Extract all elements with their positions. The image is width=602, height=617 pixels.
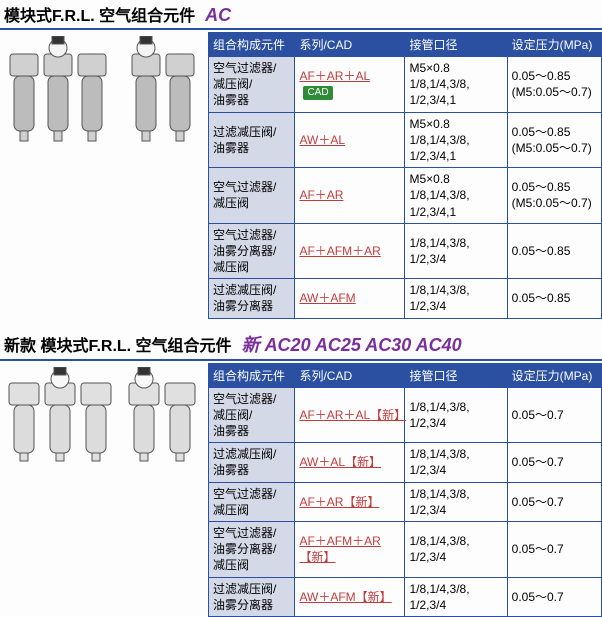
th-pressure: 设定压力(MPa)	[507, 33, 601, 57]
cell-port: 1/8,1/4,3/8, 1/2,3/4	[405, 521, 507, 577]
cell-pressure: 0.05～0.7	[507, 577, 601, 616]
product-image-col	[0, 32, 208, 319]
th-pressure: 设定压力(MPa)	[507, 363, 601, 387]
cell-series-link[interactable]: AF＋AFM＋AR【新】	[295, 521, 405, 577]
cell-pressure: 0.05～0.85 (M5:0.05～0.7)	[507, 112, 601, 168]
section-ac-new: 新款 模块式F.R.L. 空气组合元件 新 AC20 AC25 AC30 AC4…	[0, 329, 602, 617]
spec-table-wrap: 组合构成元件 系列/CAD 接管口径 设定压力(MPa) 空气过滤器/ 减压阀/…	[208, 32, 602, 319]
section-title-main: 模块式F.R.L. 空气组合元件	[4, 2, 195, 26]
cell-comp: 空气过滤器/ 减压阀	[209, 482, 295, 521]
cell-series-link[interactable]: AW＋AL【新】	[295, 443, 405, 482]
section-title-models: AC	[205, 5, 231, 26]
table-row: 空气过滤器/ 减压阀AF＋AR【新】1/8,1/4,3/8, 1/2,3/40.…	[209, 482, 602, 521]
cell-series-link[interactable]: AW＋AFM【新】	[295, 577, 405, 616]
table-row: 过滤减压阀/ 油雾器AW＋AL【新】1/8,1/4,3/8, 1/2,3/40.…	[209, 443, 602, 482]
frl-new-group-1-icon	[5, 367, 123, 487]
cell-series-link[interactable]: AF＋AR【新】	[295, 482, 405, 521]
cell-port: 1/8,1/4,3/8, 1/2,3/4	[405, 577, 507, 616]
cell-port: 1/8,1/4,3/8, 1/2,3/4	[405, 443, 507, 482]
product-image	[4, 367, 204, 487]
table-row: 空气过滤器/ 油雾分离器/ 减压阀AF＋AFM＋AR1/8,1/4,3/8, 1…	[209, 223, 602, 279]
frl-group-2-icon	[126, 36, 204, 171]
cell-port: 1/8,1/4,3/8, 1/2,3/4	[405, 223, 507, 279]
section-title-bar: 新款 模块式F.R.L. 空气组合元件 新 AC20 AC25 AC30 AC4…	[0, 329, 602, 361]
table-row: 空气过滤器/ 减压阀AF＋ARM5×0.8 1/8,1/4,3/8, 1/2,3…	[209, 168, 602, 224]
cell-series-link[interactable]: AF＋AR＋ALCAD	[295, 57, 405, 113]
cell-comp: 过滤减压阀/ 油雾分离器	[209, 577, 295, 616]
spec-table-ac: 组合构成元件 系列/CAD 接管口径 设定压力(MPa) 空气过滤器/ 减压阀/…	[208, 32, 602, 319]
table-header-row: 组合构成元件 系列/CAD 接管口径 设定压力(MPa)	[209, 363, 602, 387]
th-port: 接管口径	[405, 33, 507, 57]
cell-comp: 过滤减压阀/ 油雾器	[209, 443, 295, 482]
table-row: 空气过滤器/ 减压阀/ 油雾器AF＋AR＋AL【新】1/8,1/4,3/8, 1…	[209, 387, 602, 443]
cell-port: M5×0.8 1/8,1/4,3/8, 1/2,3/4,1	[405, 57, 507, 113]
section-ac: 模块式F.R.L. 空气组合元件 AC	[0, 0, 602, 319]
cell-pressure: 0.05～0.7	[507, 443, 601, 482]
table-row: 空气过滤器/ 减压阀/ 油雾器AF＋AR＋ALCADM5×0.8 1/8,1/4…	[209, 57, 602, 113]
cell-comp: 空气过滤器/ 减压阀	[209, 168, 295, 224]
cell-pressure: 0.05～0.85	[507, 223, 601, 279]
th-series: 系列/CAD	[295, 33, 405, 57]
cell-port: M5×0.8 1/8,1/4,3/8, 1/2,3/4,1	[405, 168, 507, 224]
cell-comp: 空气过滤器/ 油雾分离器/ 减压阀	[209, 223, 295, 279]
section-title-models: 新 AC20 AC25 AC30 AC40	[242, 331, 462, 357]
th-comp: 组合构成元件	[209, 33, 295, 57]
product-image	[4, 36, 204, 171]
section-body: 组合构成元件 系列/CAD 接管口径 设定压力(MPa) 空气过滤器/ 减压阀/…	[0, 30, 602, 319]
cell-series-link[interactable]: AF＋AR＋AL【新】	[295, 387, 405, 443]
table-header-row: 组合构成元件 系列/CAD 接管口径 设定压力(MPa)	[209, 33, 602, 57]
table-row: 过滤减压阀/ 油雾器AW＋ALM5×0.8 1/8,1/4,3/8, 1/2,3…	[209, 112, 602, 168]
th-comp: 组合构成元件	[209, 363, 295, 387]
table-row: 空气过滤器/ 油雾分离器/ 减压阀AF＋AFM＋AR【新】1/8,1/4,3/8…	[209, 521, 602, 577]
cell-pressure: 0.05～0.7	[507, 387, 601, 443]
section-body: 组合构成元件 系列/CAD 接管口径 设定压力(MPa) 空气过滤器/ 减压阀/…	[0, 361, 602, 617]
cell-series-link[interactable]: AF＋AR	[295, 168, 405, 224]
cell-comp: 过滤减压阀/ 油雾器	[209, 112, 295, 168]
cell-comp: 空气过滤器/ 油雾分离器/ 减压阀	[209, 521, 295, 577]
section-title-main: 新款 模块式F.R.L. 空气组合元件	[4, 332, 232, 356]
cell-port: 1/8,1/4,3/8, 1/2,3/4	[405, 482, 507, 521]
spec-table-ac-new: 组合构成元件 系列/CAD 接管口径 设定压力(MPa) 空气过滤器/ 减压阀/…	[208, 363, 602, 617]
table-row: 过滤减压阀/ 油雾分离器AW＋AFM1/8,1/4,3/8, 1/2,3/40.…	[209, 279, 602, 318]
th-port: 接管口径	[405, 363, 507, 387]
cell-pressure: 0.05～0.7	[507, 521, 601, 577]
cell-comp: 空气过滤器/ 减压阀/ 油雾器	[209, 387, 295, 443]
frl-group-1-icon	[4, 36, 124, 171]
frl-new-group-2-icon	[125, 367, 203, 487]
product-image-col	[0, 363, 208, 617]
cell-comp: 过滤减压阀/ 油雾分离器	[209, 279, 295, 318]
cell-port: M5×0.8 1/8,1/4,3/8, 1/2,3/4,1	[405, 112, 507, 168]
th-series: 系列/CAD	[295, 363, 405, 387]
cell-series-link[interactable]: AW＋AFM	[295, 279, 405, 318]
cell-series-link[interactable]: AF＋AFM＋AR	[295, 223, 405, 279]
cell-pressure: 0.05～0.85 (M5:0.05～0.7)	[507, 57, 601, 113]
cell-comp: 空气过滤器/ 减压阀/ 油雾器	[209, 57, 295, 113]
cell-pressure: 0.05～0.85	[507, 279, 601, 318]
spec-table-wrap: 组合构成元件 系列/CAD 接管口径 设定压力(MPa) 空气过滤器/ 减压阀/…	[208, 363, 602, 617]
cell-pressure: 0.05～0.7	[507, 482, 601, 521]
table-row: 过滤减压阀/ 油雾分离器AW＋AFM【新】1/8,1/4,3/8, 1/2,3/…	[209, 577, 602, 616]
cell-series-link[interactable]: AW＋AL	[295, 112, 405, 168]
cad-badge[interactable]: CAD	[303, 86, 332, 100]
cell-port: 1/8,1/4,3/8, 1/2,3/4	[405, 387, 507, 443]
section-title-bar: 模块式F.R.L. 空气组合元件 AC	[0, 0, 602, 30]
cell-pressure: 0.05～0.85 (M5:0.05～0.7)	[507, 168, 601, 224]
cell-port: 1/8,1/4,3/8, 1/2,3/4	[405, 279, 507, 318]
